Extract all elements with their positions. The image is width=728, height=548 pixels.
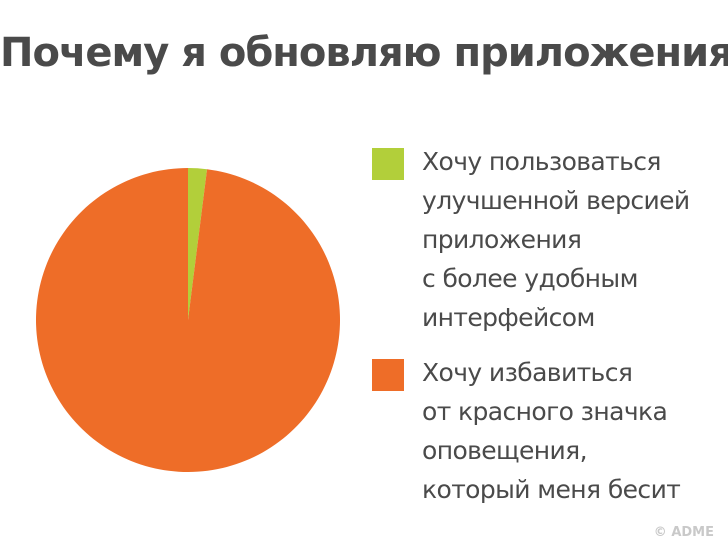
legend-swatch-orange [372, 359, 404, 391]
legend-item-red-badge: Хочу избавиться от красного значка опове… [372, 353, 722, 509]
pie-slice-1 [36, 168, 341, 472]
pie-chart [36, 168, 341, 472]
pie-slice-0 [188, 168, 208, 320]
legend-swatch-green [372, 148, 404, 180]
legend-label-red-badge: Хочу избавиться от красного значка опове… [422, 358, 681, 504]
chart-legend: Хочу пользоваться улучшенной версией при… [372, 142, 722, 525]
legend-item-better-version: Хочу пользоваться улучшенной версией при… [372, 142, 722, 337]
legend-label-better-version: Хочу пользоваться улучшенной версией при… [422, 147, 690, 332]
watermark: © ADME [653, 525, 714, 540]
chart-title: Почему я обновляю приложения [0, 30, 728, 76]
